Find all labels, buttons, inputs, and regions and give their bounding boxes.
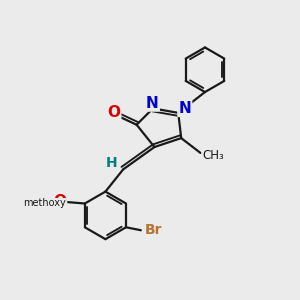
Text: N: N bbox=[178, 101, 191, 116]
Text: methoxy: methoxy bbox=[23, 199, 66, 208]
Text: O: O bbox=[53, 194, 66, 209]
Text: Br: Br bbox=[145, 223, 162, 237]
Text: H: H bbox=[106, 156, 118, 170]
Text: CH₃: CH₃ bbox=[202, 149, 224, 162]
Text: O: O bbox=[107, 105, 120, 120]
Text: N: N bbox=[146, 95, 159, 110]
